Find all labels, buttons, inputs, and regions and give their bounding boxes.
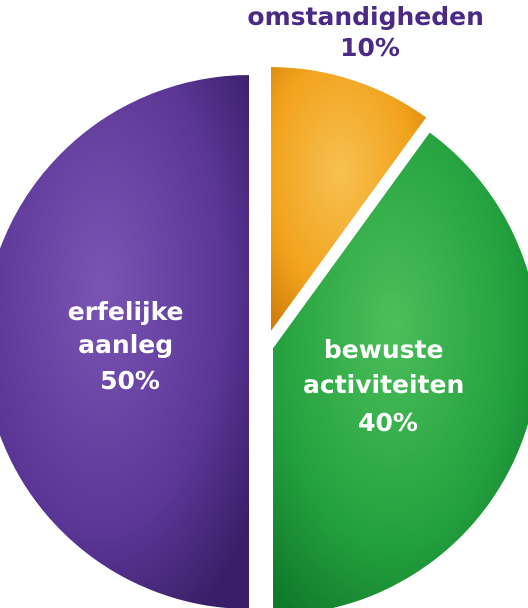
slice-value-label: 40% [358,408,418,437]
slice-label-line: aanleg [78,330,173,359]
slice-label-erfelijke-aanleg: erfelijke aanleg 50% [68,297,192,395]
slice-label-line: bewuste [324,335,444,364]
slice-value-label: 10% [340,33,400,62]
slice-label-omstandigheden: omstandigheden 10% [247,2,492,62]
slice-label-line: omstandigheden [247,2,484,31]
pie-slice-omstandigheden [269,64,429,338]
slice-value-label: 50% [100,366,160,395]
slice-label-line: activiteiten [303,370,464,399]
slice-label-line: erfelijke [68,297,184,326]
pie-slice-bewuste-activiteiten [271,129,528,608]
slice-label-bewuste-activiteiten: bewuste activiteiten 40% [303,335,473,437]
pie-slice-erfelijke-aanleg [0,72,251,608]
